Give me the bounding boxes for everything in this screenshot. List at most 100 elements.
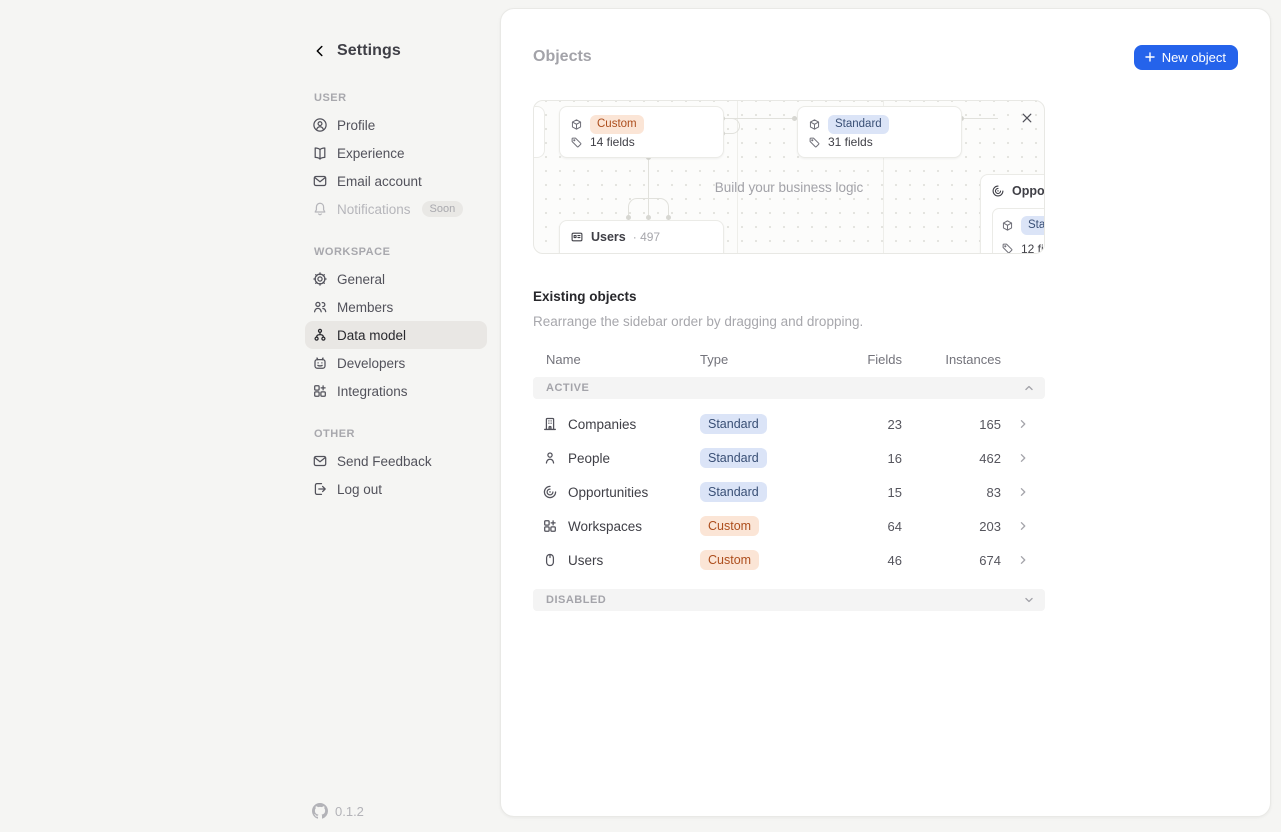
id-card-icon: [570, 230, 584, 244]
objects-header: Objects New object: [533, 43, 1238, 71]
envelope-icon: [312, 453, 328, 469]
sidebar-item-label: Profile: [337, 117, 376, 133]
robot-icon: [312, 355, 328, 371]
new-object-label: New object: [1161, 49, 1226, 65]
type-badge: Standard: [700, 481, 767, 503]
fields-count: 14 fields: [590, 135, 635, 149]
envelope-icon: [312, 173, 328, 189]
sidebar-item-label: General: [337, 271, 386, 287]
table-row-opportunities[interactable]: Opportunities Standard 15 83: [533, 475, 1045, 509]
sidebar-item-log-out[interactable]: Log out: [305, 475, 487, 503]
sidebar-item-general[interactable]: General: [305, 265, 487, 293]
table-group-header[interactable]: DISABLED: [533, 589, 1045, 611]
object-name: People: [568, 450, 611, 466]
instances-count: 203: [979, 518, 1001, 534]
table-row-workspaces[interactable]: Workspaces Custom 64 203: [533, 509, 1045, 543]
fields-count: 16: [887, 450, 902, 466]
data-model-banner: Custom 14 fields Standard 31 fields: [533, 100, 1045, 254]
sidebar-item-label: Send Feedback: [337, 453, 432, 469]
sidebar-item-email-account[interactable]: Email account: [305, 167, 487, 195]
object-name: Companies: [568, 416, 637, 432]
column-name: Name: [546, 351, 581, 367]
target-icon: [542, 484, 558, 500]
page-title: Objects: [533, 48, 592, 65]
sidebar-section-label: USER: [314, 92, 347, 104]
users-card-name: Users: [591, 230, 626, 244]
fields-count: 15: [887, 484, 902, 500]
cube-icon: [808, 118, 821, 131]
sidebar-item-data-model[interactable]: Data model: [305, 321, 487, 349]
table-row-users[interactable]: Users Custom 46 674: [533, 543, 1045, 577]
new-object-button[interactable]: New object: [1133, 44, 1238, 70]
banner-divider: [737, 101, 738, 253]
members-icon: [312, 299, 328, 315]
sidebar-item-members[interactable]: Members: [305, 293, 487, 321]
sidebar-item-integrations[interactable]: Integrations: [305, 377, 487, 405]
chevron-right-icon: [1016, 485, 1030, 499]
connector-curve: [723, 118, 740, 134]
sidebar-item-experience[interactable]: Experience: [305, 139, 487, 167]
logout-icon: [312, 481, 328, 497]
instances-count: 83: [986, 484, 1001, 500]
sidebar-item-notifications[interactable]: Notifications Soon: [305, 195, 487, 223]
type-badge: Standard: [700, 447, 767, 469]
sidebar-item-profile[interactable]: Profile: [305, 111, 487, 139]
data-model-icon: [312, 327, 328, 343]
chevron-down-icon: [1022, 593, 1036, 607]
chevron-right-icon: [1016, 553, 1030, 567]
gear-icon: [312, 271, 328, 287]
table-header-row: Name Type Fields Instances: [533, 345, 1045, 373]
settings-title: Settings: [337, 42, 401, 59]
table-row-people[interactable]: People Standard 16 462: [533, 441, 1045, 475]
book-icon: [312, 145, 328, 161]
user-circle-icon: [312, 117, 328, 133]
object-name: Users: [568, 552, 604, 568]
table-group-header[interactable]: ACTIVE: [533, 377, 1045, 399]
fields-count: 64: [887, 518, 902, 534]
mouse-icon: [542, 552, 558, 568]
instances-count: 165: [979, 416, 1001, 432]
sidebar-item-label: Email account: [337, 173, 422, 189]
type-badge: Custom: [700, 515, 760, 537]
chevron-left-icon: [312, 43, 328, 59]
type-badge: Standard: [700, 413, 767, 435]
column-instances: Instances: [945, 351, 1001, 367]
banner-partial-card: [534, 106, 545, 158]
settings-sidebar: Settings USER Profile Experience Email a…: [0, 0, 500, 832]
fields-count: 31 fields: [828, 135, 873, 149]
sidebar-section: USER Profile Experience Email account No…: [312, 92, 480, 223]
chevron-right-icon: [1016, 451, 1030, 465]
banner-close-button[interactable]: [1019, 110, 1035, 126]
banner-users-card: Users · 497: [559, 220, 724, 253]
column-fields: Fields: [867, 351, 902, 367]
sidebar-item-label: Notifications: [337, 201, 411, 217]
chevron-right-icon: [1016, 519, 1030, 533]
table-group-disabled: DISABLED: [533, 589, 1045, 611]
connector-line: [724, 118, 797, 119]
github-icon: [312, 803, 328, 819]
sidebar-section-label: OTHER: [314, 428, 355, 440]
instances-count: 462: [979, 450, 1001, 466]
fields-count: 23: [887, 416, 902, 432]
group-label: DISABLED: [546, 594, 607, 606]
custom-badge: Custom: [590, 115, 644, 134]
table-row-companies[interactable]: Companies Standard 23 165: [533, 407, 1045, 441]
banner-custom-card: Custom 14 fields: [559, 106, 724, 158]
tag-icon: [570, 136, 583, 149]
settings-back-button[interactable]: Settings: [312, 42, 480, 60]
version-number: 0.1.2: [335, 803, 364, 819]
objects-panel: Objects New object Custom 14 fields: [500, 8, 1271, 817]
building-icon: [542, 416, 558, 432]
sidebar-item-developers[interactable]: Developers: [305, 349, 487, 377]
group-label: ACTIVE: [546, 382, 590, 394]
type-badge: Custom: [700, 549, 760, 571]
sidebar-item-send-feedback[interactable]: Send Feedback: [305, 447, 487, 475]
sidebar-section-label: WORKSPACE: [314, 246, 391, 258]
users-card-count: · 497: [632, 230, 661, 244]
sidebar-item-label: Developers: [337, 355, 406, 371]
existing-objects-heading: Existing objects: [533, 289, 637, 304]
cube-icon: [570, 118, 583, 131]
chevron-up-icon: [1022, 381, 1036, 395]
tag-icon: [808, 136, 821, 149]
